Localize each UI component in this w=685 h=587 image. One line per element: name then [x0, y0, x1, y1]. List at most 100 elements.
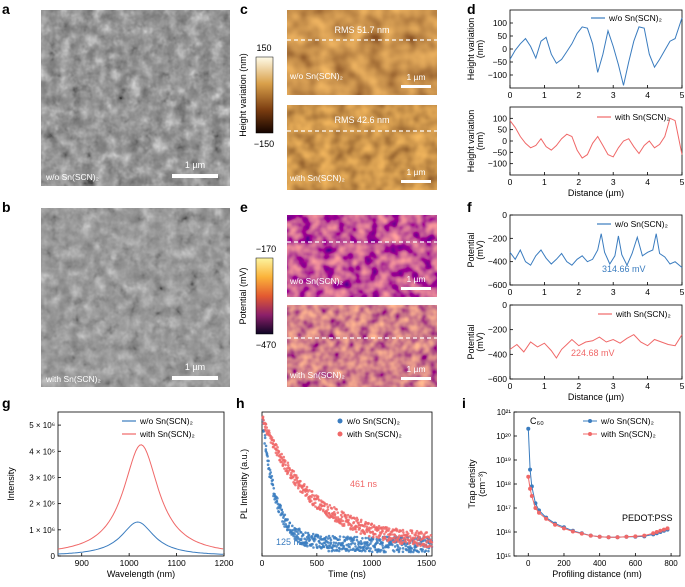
data-point [314, 538, 317, 541]
data-point [319, 507, 323, 510]
data-point [369, 523, 373, 527]
data-point [397, 536, 401, 539]
data-point [304, 531, 307, 534]
legend-label: w/o Sn(SCN)₂ [139, 416, 193, 426]
data-point [390, 538, 393, 541]
data-point [308, 538, 312, 541]
data-point [387, 545, 390, 549]
data-point [352, 521, 356, 524]
data-point [371, 535, 375, 539]
data-point [269, 471, 272, 474]
data-point [325, 510, 329, 514]
data-point [305, 538, 308, 542]
legend-swatch [588, 432, 592, 436]
data-point [271, 442, 275, 446]
y-tick-label: 0 [502, 210, 507, 220]
data-point [336, 516, 340, 519]
y-tick-label: 0 [502, 300, 507, 310]
data-point [533, 506, 538, 510]
data-point [398, 547, 402, 550]
data-point [406, 532, 410, 535]
data-point [334, 541, 338, 545]
data-point [414, 533, 418, 537]
data-point [428, 544, 432, 547]
data-point [308, 488, 311, 492]
scale-label: 1 µm [406, 274, 425, 284]
data-point [410, 547, 414, 550]
colorbar-min: −470 [256, 340, 276, 350]
lifetime-label: 125 ns [276, 537, 304, 547]
data-point [366, 522, 370, 526]
y-tick-label: −200 [488, 325, 507, 335]
data-point [318, 541, 322, 545]
series-line [509, 333, 683, 359]
panel-letter-e: e [240, 199, 248, 215]
scale-bar [172, 376, 218, 380]
data-point [295, 527, 298, 531]
y-tick-label: 10²⁰ [496, 432, 511, 441]
y-tick-label: 0 [502, 136, 507, 146]
data-point [391, 543, 394, 547]
data-point [276, 446, 279, 449]
data-point [661, 527, 666, 532]
legend-label: w/o Sn(SCN)₂ [600, 416, 654, 426]
data-point [310, 490, 314, 493]
data-point [361, 536, 364, 540]
y-tick-label: −50 [493, 57, 508, 67]
data-point [315, 546, 319, 550]
y-axis-label: Height variation [466, 18, 476, 81]
legend-label: with Sn(SCN)₂ [615, 309, 671, 319]
data-point [408, 535, 412, 538]
scale-label: 1 µm [185, 160, 205, 170]
y-tick-label: 50 [498, 31, 508, 41]
data-point [369, 531, 372, 534]
panel-letter-g: g [2, 395, 11, 411]
data-point [263, 436, 267, 440]
annotation-pedot: PEDOT:PSS [622, 513, 673, 523]
data-point [334, 537, 338, 540]
data-point [267, 459, 270, 463]
data-point [311, 532, 315, 536]
data-point [347, 518, 350, 522]
panel-letter-b: b [2, 199, 11, 215]
data-point [427, 536, 431, 539]
x-tick-label: 5 [680, 381, 685, 391]
data-point [379, 538, 382, 541]
data-point [356, 518, 359, 521]
colorbar-label: Height variation (nm) [238, 53, 248, 137]
data-point [411, 536, 415, 540]
x-tick-label: 0 [260, 558, 265, 568]
data-point [405, 548, 409, 552]
spectrum-line [57, 521, 224, 555]
data-point [397, 549, 401, 552]
data-point [570, 529, 575, 534]
x-axis-label: Wavelength (nm) [107, 569, 175, 579]
data-point [359, 545, 362, 549]
x-tick-label: 1100 [167, 558, 186, 568]
x-tick-label: 600 [629, 559, 643, 568]
data-point [401, 540, 405, 544]
data-point [266, 463, 270, 466]
data-point [320, 504, 324, 507]
y-tick-label: 50 [498, 125, 508, 135]
data-point [404, 540, 408, 544]
data-point [396, 545, 400, 549]
data-point [528, 467, 533, 472]
x-tick-label: 1200 [215, 558, 234, 568]
data-point [381, 541, 384, 544]
afm-caption: with Sn(SCN)₂ [289, 173, 345, 183]
x-tick-label: 0 [508, 287, 513, 297]
y-tick-label: −100 [488, 70, 507, 80]
data-point [363, 522, 367, 526]
data-point [270, 436, 274, 439]
data-point [357, 521, 360, 525]
x-tick-label: 4 [645, 90, 650, 100]
plot-frame [509, 214, 683, 286]
data-point [387, 538, 391, 542]
x-tick-label: 4 [645, 287, 650, 297]
y-tick-label: 100 [493, 18, 507, 28]
kpfm-image-bottom: with Sn(SCN)₂ 1 µm [287, 305, 437, 387]
chart-potential-profile-without: 0 1 2 3 4 5 −600 −400 −200 0 Potential (mV) w/o Sn(S… [466, 210, 685, 297]
x-tick-label: 0 [508, 177, 513, 187]
